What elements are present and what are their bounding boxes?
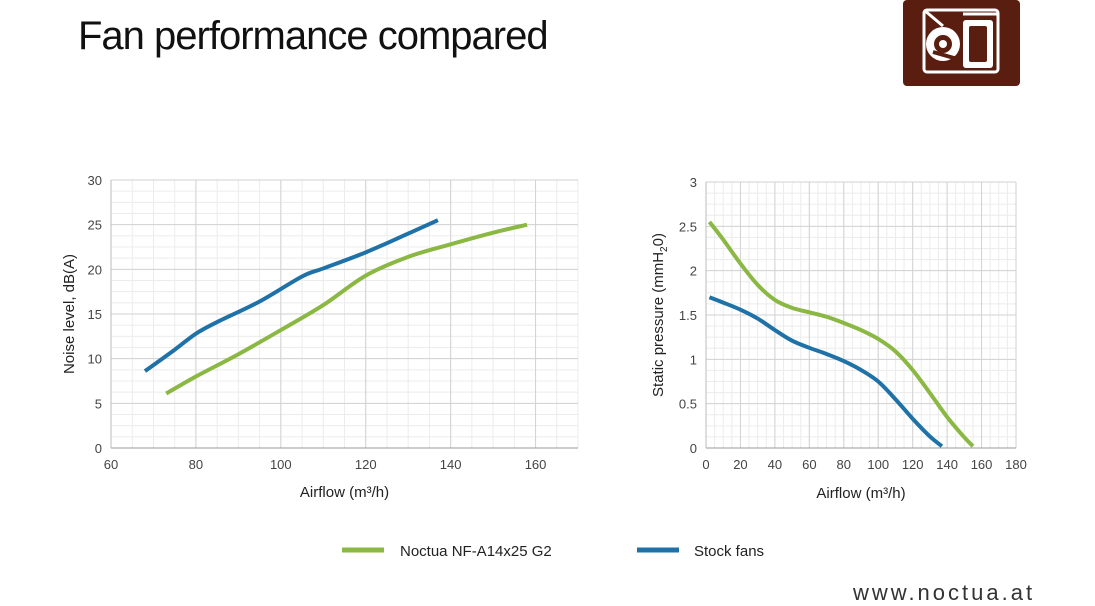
noise-x-tick-label: 60: [104, 457, 118, 472]
pressure-y-axis-title: Static pressure (mmH20): [650, 233, 670, 397]
pressure-x-tick-label: 0: [702, 457, 709, 472]
noise-x-tick-label: 120: [355, 457, 377, 472]
footer-url: www.noctua.at: [853, 580, 1036, 605]
noise-x-tick-label: 140: [440, 457, 462, 472]
pressure-x-axis-title: Airflow (m³/h): [816, 485, 905, 502]
pressure-y-tick-label: 2: [690, 264, 697, 279]
pressure-x-tick-label: 160: [971, 457, 993, 472]
pressure-y-tick-label: 1: [690, 352, 697, 367]
noise-y-tick-label: 10: [88, 352, 102, 367]
noise-y-axis-title: Noise level, dB(A): [61, 254, 78, 374]
pressure-x-tick-label: 120: [902, 457, 924, 472]
noise-y-tick-label: 15: [88, 307, 102, 322]
noise-y-tick-label: 20: [88, 262, 102, 277]
noise-y-tick-label: 25: [88, 218, 102, 233]
pressure-x-tick-label: 140: [936, 457, 958, 472]
page-title: Fan performance compared: [78, 14, 549, 58]
noise-x-axis-title: Airflow (m³/h): [300, 484, 389, 501]
noise-series-stock-line: [143, 218, 439, 373]
pressure-series-stock-line: [708, 295, 944, 448]
noise-series-noctua-line: [165, 222, 528, 396]
noctua-owl-logo-icon: [903, 0, 1020, 86]
pressure-y-tick-label: 0: [690, 441, 697, 456]
noise-x-tick-label: 80: [189, 457, 203, 472]
pressure-y-tick-label: 1.5: [679, 308, 697, 323]
pressure-series-noctua-line: [707, 220, 975, 448]
noise-y-tick-label: 0: [95, 441, 102, 456]
legend-label-noctua: Noctua NF-A14x25 G2: [400, 543, 552, 560]
noise-x-tick-label: 100: [270, 457, 292, 472]
chart-legend: Noctua NF-A14x25 G2 Stock fans: [342, 543, 764, 560]
pressure-y-tick-label: 2.5: [679, 219, 697, 234]
pressure-y-tick-label: 0.5: [679, 397, 697, 412]
noise-chart: 60 80 100 120 140 160 0 5 10 15 20 25 30 Airflow (m³/…: [61, 173, 579, 501]
pressure-y-tick-label: 3: [690, 175, 697, 190]
pressure-x-tick-label: 20: [733, 457, 747, 472]
pressure-x-tick-label: 40: [768, 457, 782, 472]
pressure-x-tick-label: 60: [802, 457, 816, 472]
pressure-chart: 0 20 40 60 80 100 120 140 160 180 0 0.5 1 1.5 2 2.5 3 Air…: [650, 175, 1027, 502]
pressure-x-tick-label: 180: [1005, 457, 1027, 472]
noise-x-tick-label: 160: [525, 457, 547, 472]
legend-label-stock: Stock fans: [694, 543, 764, 560]
pressure-x-tick-label: 80: [837, 457, 851, 472]
noise-y-tick-label: 5: [95, 396, 102, 411]
noise-y-tick-label: 30: [88, 173, 102, 188]
pressure-x-tick-label: 100: [867, 457, 889, 472]
